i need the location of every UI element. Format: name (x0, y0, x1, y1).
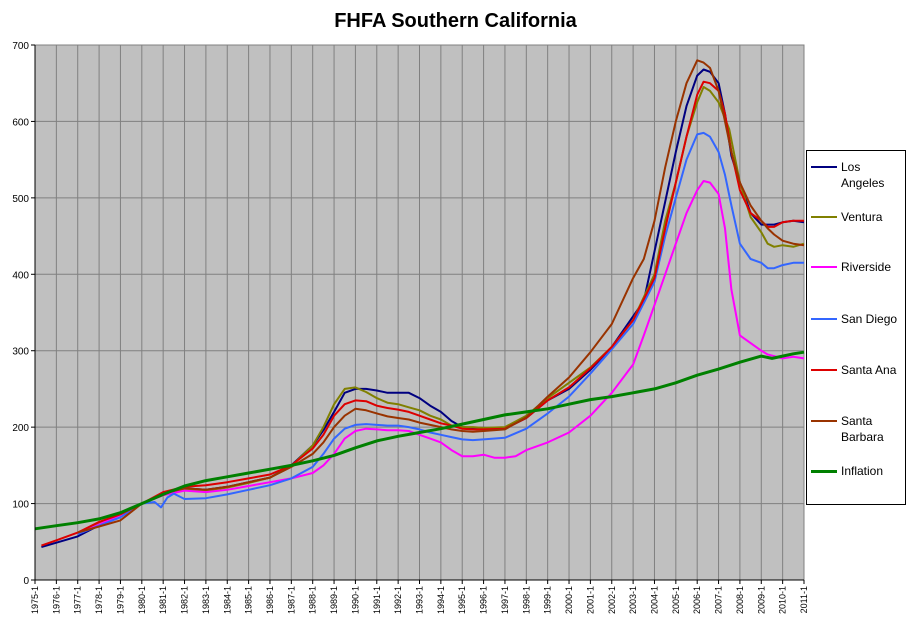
legend-swatch (811, 470, 837, 473)
x-tick-label: 2005-1 (671, 586, 681, 614)
axes: 0 100 200 300 400 500 600 700 1975-1 1976-1 1977-1… (12, 41, 809, 614)
legend-swatch (811, 266, 837, 268)
x-tick-label: 1997-1 (500, 586, 510, 614)
x-tick-label: 1979-1 (115, 586, 125, 614)
legend-swatch (811, 420, 837, 422)
series-line-san-diego (77, 131, 804, 536)
legend-label: Ventura (841, 210, 883, 224)
series-line-santa-barbara (77, 59, 805, 534)
x-tick-label: 1982-1 (180, 586, 190, 614)
x-tick-label: 2001-1 (585, 586, 595, 614)
x-tick-label: 1987-1 (286, 586, 296, 614)
legend-label: Santa Barbara (841, 414, 884, 444)
x-tick-label: 2003-1 (628, 586, 638, 614)
x-tick-label: 1976-1 (51, 586, 61, 614)
x-tick-label: 1994-1 (436, 586, 446, 614)
y-tick-label: 100 (12, 500, 29, 511)
x-tick-label: 1991-1 (372, 586, 382, 614)
legend-label: Los Angeles (841, 160, 885, 190)
series-line-santa-ana (41, 80, 804, 547)
y-tick-label: 300 (12, 347, 29, 358)
x-tick-label: 2010-1 (778, 586, 788, 614)
y-tick-label: 700 (12, 41, 29, 52)
x-tick-label: 1981-1 (158, 586, 168, 614)
x-tick-label: 1998-1 (521, 586, 531, 614)
x-tick-label: 1999-1 (543, 586, 553, 614)
series-lines (34, 59, 805, 549)
x-tick-label: 1984-1 (222, 586, 232, 614)
x-tick-label: 1995-1 (457, 586, 467, 614)
legend-swatch (811, 369, 837, 371)
y-tick-label: 400 (12, 270, 29, 281)
x-tick-label: 2008-1 (735, 586, 745, 614)
y-tick-label: 200 (12, 423, 29, 434)
x-tick-label: 2007-1 (714, 586, 724, 614)
x-tick-label: 2000-1 (564, 586, 574, 614)
x-tick-label: 1983-1 (201, 586, 211, 614)
x-tick-label: 1993-1 (415, 586, 425, 614)
y-tick-label: 600 (12, 117, 29, 128)
legend-label: Riverside (841, 260, 892, 274)
x-tick-label: 1977-1 (73, 586, 83, 614)
legend-swatch (811, 216, 837, 218)
x-tick-label: 1980-1 (137, 586, 147, 614)
x-tick-label: 1990-1 (350, 586, 360, 614)
legend-label: San Diego (841, 312, 898, 326)
x-tick-label: 2011-1 (799, 586, 809, 613)
x-tick-label: 2004-1 (649, 586, 659, 614)
legend-swatch (811, 166, 837, 168)
legend: Los Angeles Ventura Riverside San Diego Sant… (806, 150, 906, 505)
x-tick-label: 1992-1 (393, 586, 403, 614)
y-tick-label: 0 (23, 576, 29, 587)
x-tick-label: 1996-1 (479, 586, 489, 614)
x-tick-label: 1975-1 (30, 586, 40, 614)
gridlines (35, 44, 804, 580)
x-tick-label: 1986-1 (265, 586, 275, 614)
series-line-inflation (34, 350, 805, 531)
x-tick-label: 1978-1 (94, 586, 104, 614)
x-tick-label: 2006-1 (692, 586, 702, 614)
y-tick-label: 500 (12, 194, 29, 205)
x-tick-label: 2009-1 (756, 586, 766, 614)
chart-title: FHFA Southern California (334, 10, 577, 32)
legend-label: Inflation (841, 464, 884, 478)
x-tick-label: 1989-1 (329, 586, 339, 614)
x-tick-label: 1985-1 (244, 586, 254, 614)
x-tick-label: 1988-1 (308, 586, 318, 614)
x-tick-label: 2002-1 (607, 586, 617, 614)
legend-label: Santa Ana (841, 363, 897, 377)
legend-swatch (811, 318, 837, 320)
